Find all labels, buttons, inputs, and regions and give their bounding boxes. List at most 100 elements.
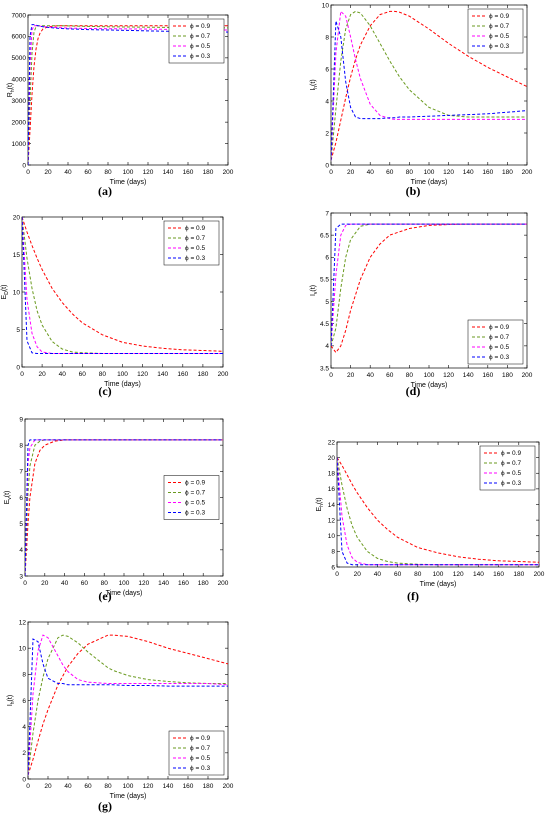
legend-label: ϕ = 0.5 [501,470,521,477]
y-tick-label: 0 [22,776,26,783]
y-tick-label: 22 [328,439,336,446]
y-tick-label: 7000 [12,12,27,19]
x-tick-label: 160 [482,372,493,379]
series-line-2 [337,457,539,566]
y-axis-label-sub: h [10,701,16,704]
legend-label: ϕ = 0.5 [185,245,205,252]
y-tick-label: 5000 [12,55,27,62]
x-tick-label: 160 [183,783,194,790]
x-tick-label: 20 [38,371,46,378]
x-tick-label: 100 [424,372,435,379]
y-tick-label: 5.5 [320,277,329,284]
legend-label: ϕ = 0.7 [185,490,205,497]
y-tick-label: 6 [19,495,23,502]
panel-label: (b) [406,184,421,198]
x-tick-label: 100 [117,371,128,378]
x-tick-label: 140 [463,372,474,379]
y-axis-label-tail: (t) [7,695,14,702]
y-tick-label: 6.5 [320,232,329,239]
x-tick-label: 0 [329,372,333,379]
series-line-1 [28,25,228,165]
x-tick-label: 80 [406,372,414,379]
legend-label: ϕ = 0.3 [185,510,205,517]
x-tick-label: 60 [84,169,92,176]
x-tick-label: 140 [157,371,168,378]
x-tick-label: 80 [101,580,109,587]
y-axis-label-main: E [1,294,8,299]
y-tick-label: 7 [19,469,23,476]
x-tick-label: 40 [61,580,69,587]
series-line-0 [22,217,223,352]
x-axis-label: Time (days) [110,793,147,800]
x-tick-label: 160 [493,571,504,578]
y-axis-label: Eh(t) [316,497,325,511]
chart-c: 0 20 40 60 80 100 120 140 160 180 200 0 5 10 15 20 Time … [1,214,229,398]
y-tick-label: 2 [325,130,329,137]
legend-label: ϕ = 0.7 [190,745,210,752]
x-tick-label: 160 [178,580,189,587]
x-axis-label: Time (days) [106,590,143,597]
legend: ϕ = 0.9 ϕ = 0.7 ϕ = 0.5 ϕ = 0.3 [479,445,536,491]
y-tick-label: 0 [22,162,26,169]
y-tick-label: 0 [16,364,20,371]
x-axis-label: Time (days) [411,382,448,389]
series-line-0 [337,457,539,563]
x-tick-label: 20 [44,169,52,176]
y-tick-label: 10 [19,645,27,652]
legend-label: ϕ = 0.3 [501,480,521,487]
x-tick-label: 40 [367,372,375,379]
x-axis-label: Time (days) [420,581,457,588]
x-tick-label: 80 [104,783,112,790]
x-tick-label: 20 [41,580,49,587]
y-tick-label: 8 [22,672,26,679]
series-line-3 [331,20,527,161]
x-tick-label: 40 [367,169,375,176]
x-tick-label: 140 [463,169,474,176]
y-tick-label: 8 [325,34,329,41]
y-tick-label: 7 [325,210,329,217]
panel-label: (e) [98,589,111,603]
y-axis-label-sub: h [313,86,319,89]
y-axis-label: Ih(t) [310,79,319,90]
y-tick-label: 3 [19,573,23,580]
x-tick-label: 140 [163,783,174,790]
y-tick-label: 4 [325,343,329,350]
panel-b: 0 20 40 60 80 100 120 140 160 180 200 0 2 4 6 8 10 Time (… [305,0,550,210]
x-tick-label: 60 [386,169,394,176]
y-tick-label: 5 [16,327,20,334]
x-axis-label: Time (days) [104,381,141,388]
series-line-0 [28,634,228,776]
legend: ϕ = 0.9 ϕ = 0.7 ϕ = 0.5 ϕ = 0.3 [163,220,220,266]
legend-label: ϕ = 0.3 [190,53,210,60]
y-axis-label: ED(t) [1,285,10,300]
legend-label: ϕ = 0.9 [185,225,205,232]
x-tick-label: 200 [223,169,234,176]
panel-label: (f) [407,589,419,603]
x-tick-label: 160 [183,169,194,176]
chart-b: 0 20 40 60 80 100 120 140 160 180 200 0 2 4 6 8 10 Time (… [310,2,533,198]
legend-label: ϕ = 0.3 [489,354,509,361]
y-tick-label: 12 [19,619,27,626]
y-axis-label: Ev(t) [4,491,13,505]
y-tick-label: 6 [22,698,26,705]
y-axis-label-main: E [316,507,323,512]
y-axis-label-sub: D [4,291,10,295]
x-tick-label: 120 [138,580,149,587]
panel-label: (a) [98,184,112,198]
x-tick-label: 60 [84,783,92,790]
legend-label: ϕ = 0.9 [185,480,205,487]
x-tick-label: 80 [104,169,112,176]
y-axis-label-sub: v [7,497,13,500]
x-tick-label: 200 [522,372,533,379]
legend: ϕ = 0.9 ϕ = 0.7 ϕ = 0.5 ϕ = 0.3 [467,319,524,365]
chart-f: 0 20 40 60 80 100 120 140 160 180 200 6 8 10 12 14 16 18 2… [316,439,545,603]
chart-a: 0 20 40 60 80 100 120 140 160 180 2000100020003000… [7,12,234,198]
series-line-3 [331,223,527,346]
legend: ϕ = 0.9 ϕ = 0.7 ϕ = 0.5 ϕ = 0.3 [168,730,225,776]
x-tick-label: 120 [143,169,154,176]
legend-label: ϕ = 0.9 [190,735,210,742]
panel-f: 0 20 40 60 80 100 120 140 160 180 200 6 8 10 12 14 16 18 2… [305,410,550,615]
x-tick-label: 100 [424,169,435,176]
y-axis-label: Ih(t) [7,695,16,706]
y-axis-label-tail: (t) [316,497,323,504]
